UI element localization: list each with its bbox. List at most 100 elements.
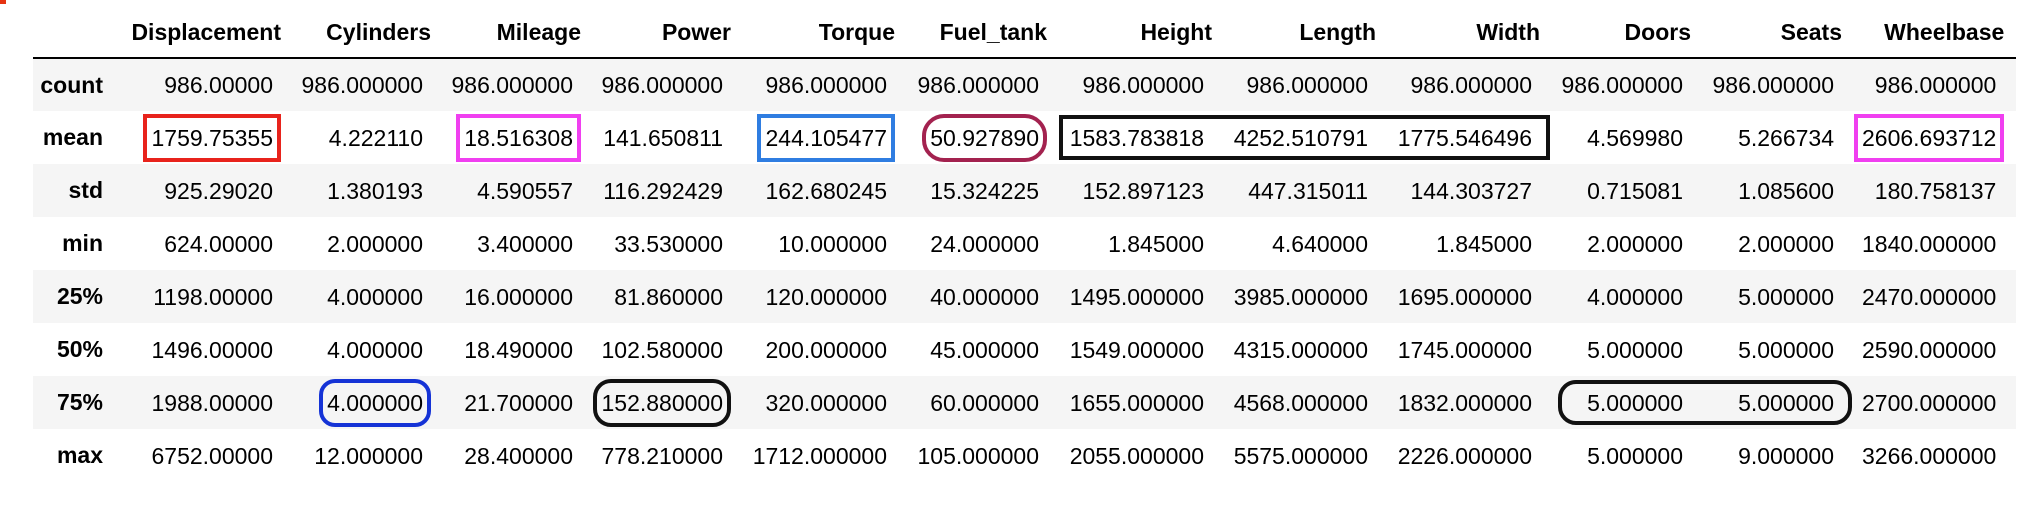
- table-cell: 24.000000: [907, 217, 1059, 270]
- row-label: 25%: [56, 283, 103, 309]
- table-cell: 200.000000: [743, 323, 907, 376]
- highlighted-cell-value: 244.105477: [757, 113, 895, 162]
- cell-value: 3.400000: [477, 230, 573, 257]
- cell-value: 2590.000000: [1862, 336, 1997, 363]
- table-cell: 5575.000000: [1224, 429, 1388, 482]
- cell-value: 1988.00000: [151, 389, 273, 416]
- table-cell: 5.000000: [1552, 323, 1703, 376]
- table-cell: 2.000000: [1703, 217, 1854, 270]
- cell-value: 1775.546496: [1397, 124, 1532, 151]
- row-label: 50%: [56, 336, 103, 362]
- table-cell: 1496.00000: [123, 323, 293, 376]
- col-header-power: Power: [593, 8, 743, 59]
- cell-value: 45.000000: [930, 336, 1039, 363]
- row-label: 75%: [56, 389, 103, 415]
- cell-value: 116.292429: [603, 177, 723, 204]
- col-header-torque: Torque: [743, 8, 907, 59]
- cell-value: 4.222110: [328, 124, 423, 151]
- cell-value: 986.000000: [1410, 72, 1532, 98]
- cell-value: 141.650811: [603, 124, 723, 151]
- cell-value: 60.000000: [930, 389, 1039, 416]
- table-cell: 1745.000000: [1388, 323, 1552, 376]
- table-cell: 6752.00000: [123, 429, 293, 482]
- table-cell: 2606.693712: [1854, 111, 2016, 164]
- table-cell: 624.00000: [123, 217, 293, 270]
- corner-mark: [0, 0, 6, 4]
- cell-value: 986.000000: [601, 72, 723, 98]
- row-label: count: [40, 71, 103, 98]
- table-cell: 21.700000: [443, 376, 593, 429]
- cell-value: 1.380193: [327, 177, 423, 204]
- table-cell: 3266.000000: [1854, 429, 2016, 482]
- row-label: std: [68, 177, 104, 203]
- table-cell: 4252.510791: [1224, 111, 1388, 164]
- cell-value: 4252.510791: [1233, 124, 1368, 151]
- row-label: min: [62, 230, 103, 256]
- cell-value: 9.000000: [1738, 442, 1834, 469]
- index-header: [33, 8, 123, 59]
- table-cell: 60.000000: [907, 376, 1059, 429]
- cell-value: 105.000000: [917, 442, 1039, 469]
- cell-value: 1583.783818: [1069, 124, 1204, 151]
- cell-value: 4.000000: [327, 283, 423, 310]
- cell-value: 102.580000: [601, 336, 723, 363]
- table-cell: 3.400000: [443, 217, 593, 270]
- cell-value: 6752.00000: [151, 442, 273, 469]
- row-label: max: [56, 442, 103, 468]
- table-cell: 320.000000: [743, 376, 907, 429]
- cell-value: 986.000000: [301, 72, 423, 98]
- table-cell: 5.000000: [1703, 376, 1854, 429]
- table-cell: 4.569980: [1552, 111, 1703, 164]
- cell-value: 1198.00000: [153, 283, 273, 310]
- cell-value: 4.000000: [327, 336, 423, 363]
- table-cell: 5.266734: [1703, 111, 1854, 164]
- cell-value: 200.000000: [765, 336, 887, 363]
- cell-value: 3985.000000: [1233, 283, 1368, 310]
- table-cell: 1832.000000: [1388, 376, 1552, 429]
- col-header-displacement: Displacement: [123, 8, 293, 59]
- describe-table: Displacement Cylinders Mileage Power Tor…: [33, 8, 2017, 482]
- table-cell: 0.715081: [1552, 164, 1703, 217]
- cell-value: 1655.000000: [1069, 389, 1204, 416]
- cell-value: 4.640000: [1272, 230, 1368, 257]
- cell-value: 21.700000: [464, 389, 573, 416]
- cell-value: 986.000000: [917, 72, 1039, 98]
- table-cell: 5.000000: [1552, 376, 1703, 429]
- table-cell: 152.880000: [593, 376, 743, 429]
- table-cell: 4.000000: [293, 323, 443, 376]
- table-cell: 986.000000: [1552, 58, 1703, 111]
- cell-value: 120.000000: [765, 283, 887, 310]
- cell-value: 2226.000000: [1397, 442, 1532, 469]
- cell-value: 4.569980: [1587, 124, 1683, 151]
- cell-value: 162.680245: [765, 177, 887, 204]
- highlighted-cell-value: 1759.75355: [143, 113, 281, 162]
- cell-value: 986.000000: [1712, 72, 1834, 98]
- cell-value: 925.29020: [164, 177, 273, 204]
- cell-value: 4568.000000: [1233, 389, 1368, 416]
- table-cell: 1655.000000: [1059, 376, 1224, 429]
- row-label: mean: [42, 124, 103, 150]
- cell-value: 12.000000: [314, 442, 423, 469]
- table-cell: 152.897123: [1059, 164, 1224, 217]
- cell-value: 5.000000: [1738, 283, 1834, 310]
- table-row: std 925.29020 1.380193 4.590557 116.2924…: [33, 164, 2017, 217]
- highlighted-cell-value: 152.880000: [593, 378, 731, 427]
- table-cell: 4.590557: [443, 164, 593, 217]
- col-header-seats: Seats: [1703, 8, 1854, 59]
- table-cell: 10.000000: [743, 217, 907, 270]
- table-cell: 4.000000: [1552, 270, 1703, 323]
- table-cell: 5.000000: [1552, 429, 1703, 482]
- table-cell: 4568.000000: [1224, 376, 1388, 429]
- cell-value: 1549.000000: [1069, 336, 1204, 363]
- cell-value: 1495.000000: [1069, 283, 1204, 310]
- cell-value: 5.000000: [1587, 389, 1683, 416]
- table-cell: 244.105477: [743, 111, 907, 164]
- table-cell: 12.000000: [293, 429, 443, 482]
- table-cell: 4.222110: [293, 111, 443, 164]
- cell-value: 16.000000: [464, 283, 573, 310]
- col-header-wheelbase: Wheelbase: [1854, 8, 2017, 59]
- highlighted-cell-value: 50.927890: [922, 113, 1047, 162]
- table-cell: 4.640000: [1224, 217, 1388, 270]
- table-cell: 2470.000000: [1854, 270, 2016, 323]
- table-cell: 2.000000: [1552, 217, 1703, 270]
